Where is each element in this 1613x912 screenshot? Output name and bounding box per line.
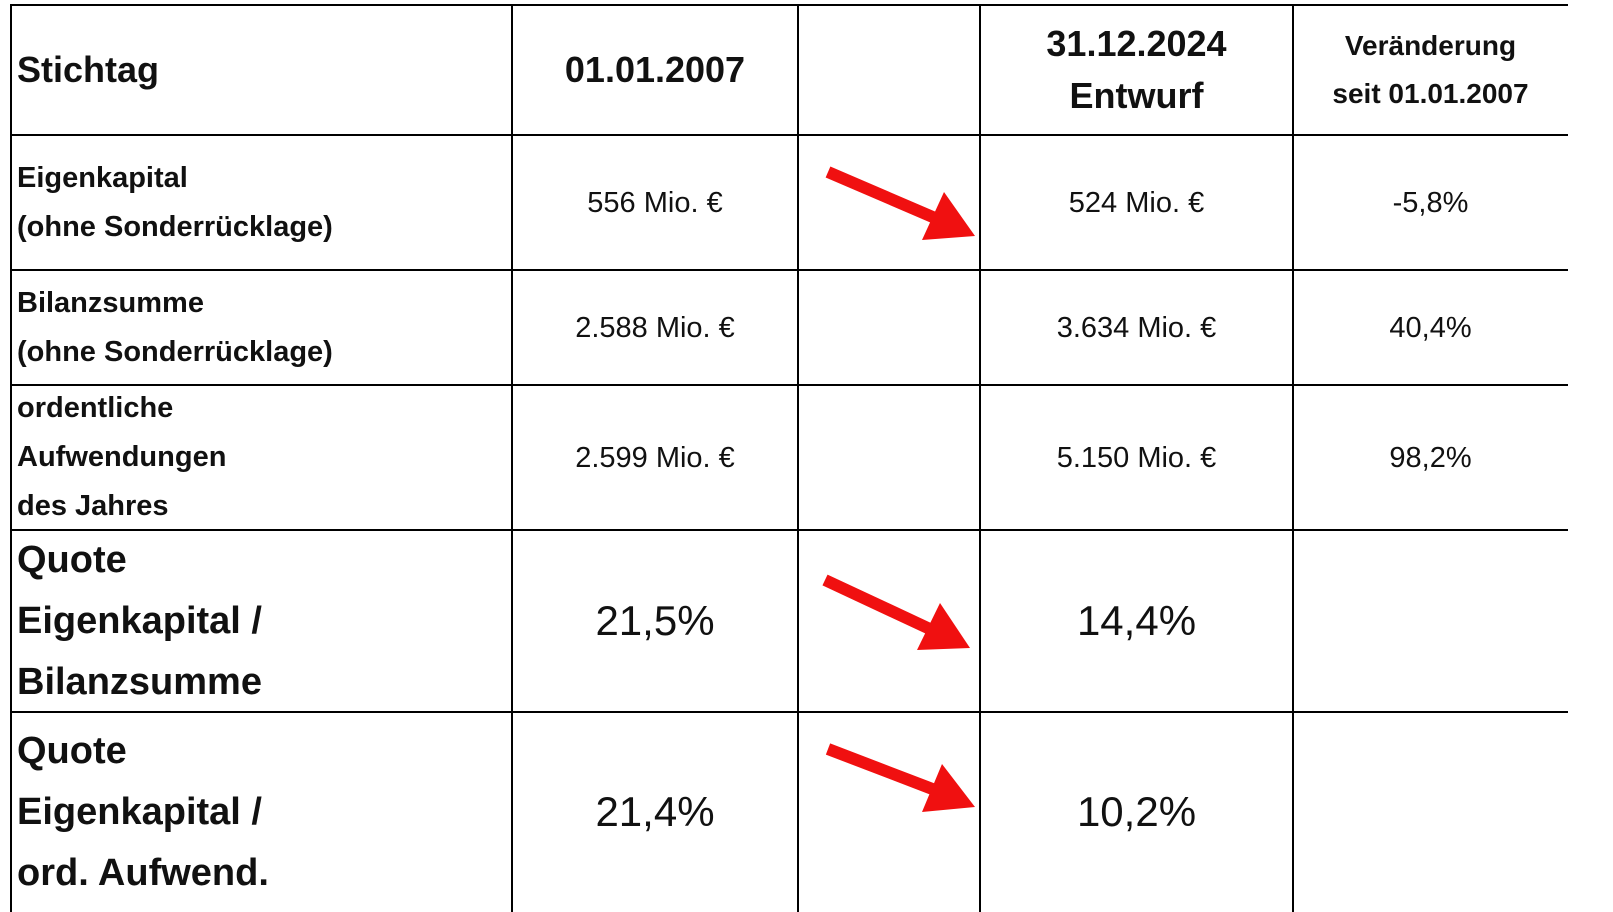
cell-text: Eigenkapital	[17, 161, 188, 194]
cell-text: Stichtag	[17, 49, 160, 90]
cell-text: 3.634 Mio. €	[1056, 311, 1217, 344]
cell-text: Veränderung	[1344, 30, 1517, 61]
cell-text: Bilanzsumme	[17, 286, 204, 319]
table-cell: 21,4%	[512, 712, 798, 912]
cell-text: 556 Mio. €	[587, 186, 723, 219]
table-cell: 14,4%	[980, 530, 1293, 712]
table-cell: Eigenkapital (ohne Sonderrücklage)	[11, 135, 512, 270]
cell-text: Bilanzsumme	[17, 660, 262, 703]
table-cell: 10,2%	[980, 712, 1293, 912]
table-cell: 2.588 Mio. €	[512, 270, 798, 385]
cell-text: Quote	[17, 538, 127, 581]
table-cell: Quote Eigenkapital / ord. Aufwend.	[11, 712, 512, 912]
cell-text: ordentliche	[17, 392, 174, 424]
table-cell: 2.599 Mio. €	[512, 385, 798, 530]
cell-text: 21,4%	[595, 788, 715, 835]
table-cell: 5.150 Mio. €	[980, 385, 1293, 530]
table-cell: ordentliche Aufwendungen des Jahres	[11, 385, 512, 530]
table-cell: 31.12.2024 Entwurf	[980, 5, 1293, 135]
cell-text: 2.588 Mio. €	[575, 311, 735, 344]
table-cell: 01.01.2007	[512, 5, 798, 135]
cell-text: 40,4%	[1389, 311, 1472, 344]
red-arrows	[822, 166, 975, 812]
cell-text: seit 01.01.2007	[1332, 78, 1529, 109]
table-cell: 556 Mio. €	[512, 135, 798, 270]
cell-text: Eigenkapital /	[17, 599, 262, 642]
cell-text: 14,4%	[1076, 597, 1197, 644]
table-cell: -5,8%	[1293, 135, 1568, 270]
cell-text: ord. Aufwend.	[17, 851, 269, 894]
cell-text: Aufwendungen	[17, 441, 227, 473]
cell-text: Eigenkapital /	[17, 790, 262, 833]
table-cell: 40,4%	[1293, 270, 1568, 385]
cell-text: 01.01.2007	[564, 49, 746, 90]
grid-lines	[10, 4, 1568, 912]
cell-text: 524 Mio. €	[1068, 186, 1205, 219]
cell-text: 2.599 Mio. €	[575, 441, 735, 474]
cell-text: (ohne Sonderrücklage)	[17, 335, 333, 368]
table-cell: 3.634 Mio. €	[980, 270, 1293, 385]
cell-text: 31.12.2024	[1046, 23, 1227, 64]
table-cell: 21,5%	[512, 530, 798, 712]
table-cell: Bilanzsumme (ohne Sonderrücklage)	[11, 270, 512, 385]
cell-text: Quote	[17, 729, 127, 772]
cell-text: 98,2%	[1389, 441, 1472, 474]
table-cell: 524 Mio. €	[980, 135, 1293, 270]
cell-text: Entwurf	[1069, 75, 1204, 116]
cell-text: des Jahres	[17, 490, 169, 522]
table-cell: Veränderung seit 01.01.2007	[1293, 5, 1568, 135]
cell-text: 5.150 Mio. €	[1056, 441, 1217, 474]
cell-text: 21,5%	[595, 597, 715, 644]
cell-text: (ohne Sonderrücklage)	[17, 210, 333, 243]
table-cell: 98,2%	[1293, 385, 1568, 530]
cell-text: 10,2%	[1076, 788, 1197, 835]
cell-text: -5,8%	[1392, 186, 1469, 219]
table-cell: Quote Eigenkapital / Bilanzsumme	[11, 530, 512, 712]
table-cell: Stichtag	[11, 5, 512, 135]
